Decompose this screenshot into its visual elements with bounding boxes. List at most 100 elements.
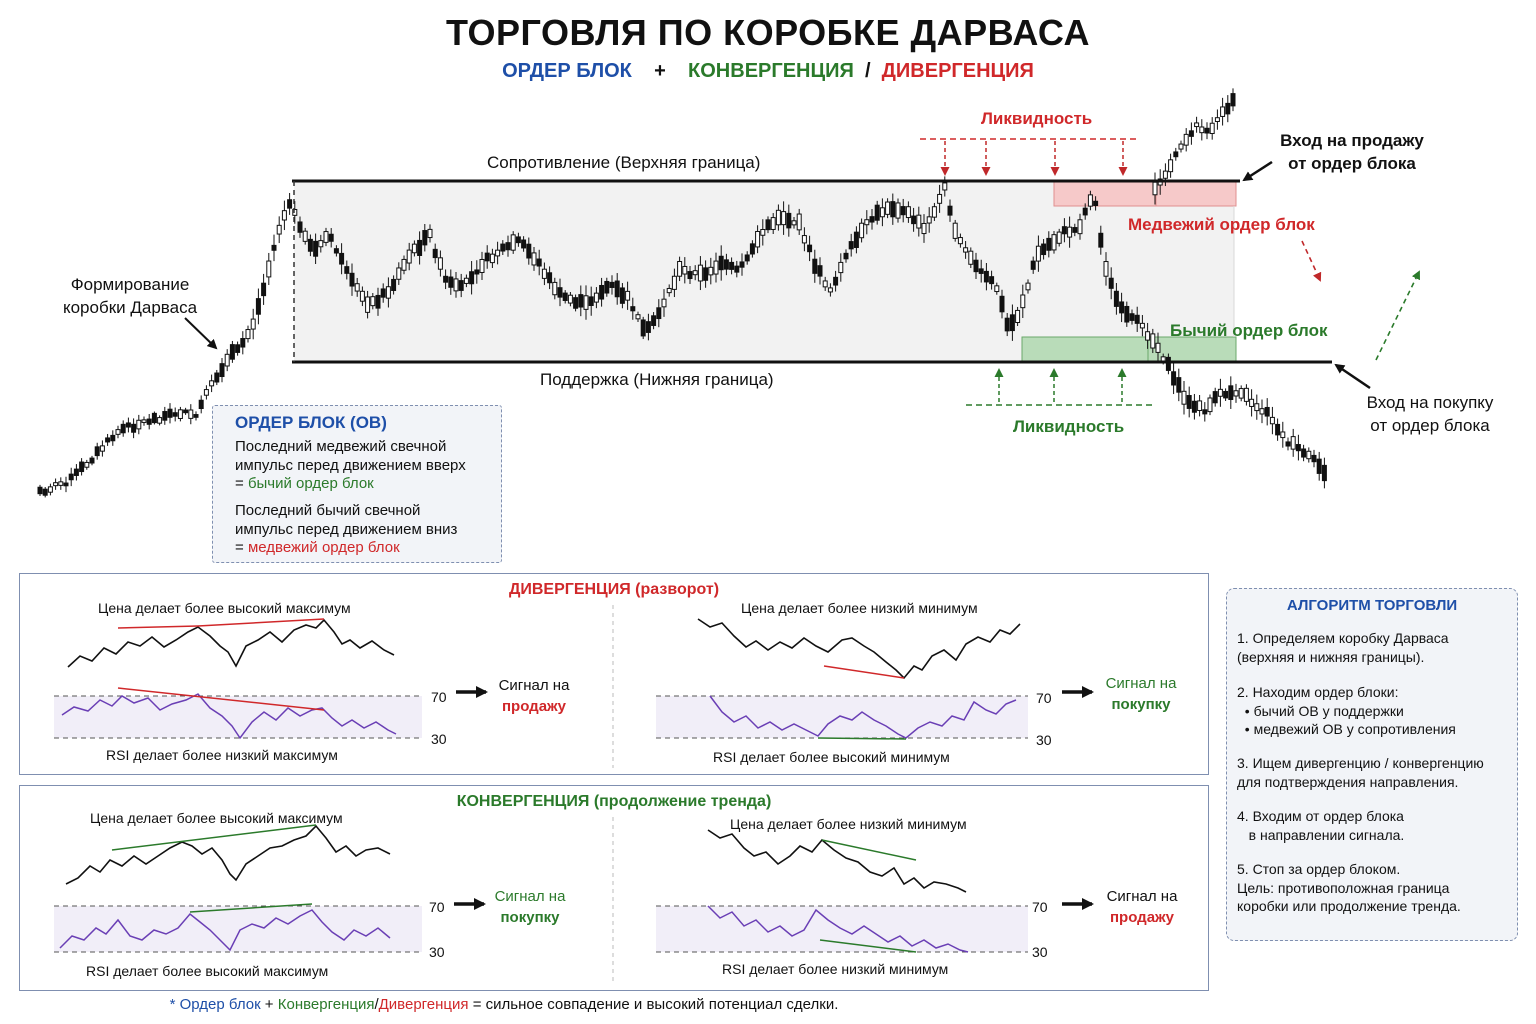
candle-body — [1228, 385, 1234, 400]
candle-body — [505, 242, 511, 251]
candle-body — [1306, 450, 1312, 460]
formation-label: Формирование коробки Дарваса — [40, 273, 220, 319]
footer-rest: = сильное совпадение и высокий потенциал… — [468, 996, 839, 1013]
algorithm-step-5: 5. Стоп за ордер блоком. Цель: противопо… — [1237, 860, 1461, 916]
liquidity-bottom-label: Ликвидность — [1013, 417, 1125, 436]
trading-algorithm-box: АЛГОРИТМ ТОРГОВЛИ 1. Определяем коробку … — [1226, 588, 1518, 941]
candle-body — [671, 275, 677, 290]
candle-body — [869, 216, 875, 223]
candle-body — [401, 258, 407, 271]
candle-body — [775, 209, 781, 226]
candle-body — [1035, 245, 1041, 262]
candle-body — [1009, 314, 1015, 332]
candle-body — [73, 468, 79, 476]
candle-body — [1230, 93, 1236, 107]
ob-line6-prefix: = — [235, 539, 248, 556]
candle-body — [1093, 200, 1099, 206]
candle-body — [687, 271, 693, 280]
bullish-ob-label: Бычий ордер блок — [1170, 321, 1328, 340]
candle-body — [1162, 170, 1168, 179]
candle-body — [437, 257, 443, 270]
candle-body — [619, 287, 625, 304]
candle-body — [1191, 400, 1197, 413]
candle-body — [661, 298, 667, 308]
candle-body — [713, 260, 719, 275]
candle-body — [1243, 387, 1249, 402]
candle-body — [942, 182, 948, 191]
subtitle-plus: + — [654, 60, 666, 82]
div-left-signal-line2: продажу — [501, 698, 567, 715]
candle-body — [209, 380, 215, 387]
algorithm-title: АЛГОРИТМ ТОРГОВЛИ — [1286, 597, 1458, 614]
bearish-ob-label: Медвежий ордер блок — [1128, 215, 1315, 234]
candle-body — [131, 423, 137, 433]
candle-body — [125, 422, 131, 428]
candle-body — [136, 419, 142, 430]
candle-body — [1214, 117, 1220, 122]
candle-body — [677, 260, 683, 277]
candle-body — [879, 207, 885, 218]
candle-body — [1020, 294, 1026, 309]
candle-body — [385, 286, 391, 299]
candle-body — [1098, 232, 1104, 248]
candle-body — [968, 250, 974, 265]
candle-body — [567, 294, 573, 304]
conv-right-rsi-label: RSI делает более низкий минимум — [722, 961, 949, 977]
candle-body — [1217, 388, 1223, 397]
candle-body — [261, 282, 267, 297]
candle-body — [68, 473, 74, 481]
ob-line2: импульс перед движением вверх — [235, 456, 466, 474]
convergence-title: КОНВЕРГЕНЦИЯ (продолжение тренда) — [456, 793, 772, 810]
candle-body — [635, 314, 641, 320]
candle-body — [359, 290, 365, 302]
candle-body — [848, 241, 854, 250]
conv-right-level-high: 70 — [1032, 899, 1048, 915]
candle-body — [323, 231, 329, 243]
candle-body — [905, 206, 911, 219]
candle-body — [931, 206, 937, 218]
candle-body — [755, 230, 761, 248]
candle-body — [864, 219, 870, 226]
candle-body — [302, 230, 308, 242]
candle-body — [307, 238, 313, 252]
conv-left-level-low: 30 — [429, 944, 445, 960]
candle-body — [354, 283, 360, 292]
candle-body — [1186, 395, 1192, 409]
conv-right-rsi-line — [707, 905, 969, 953]
algo-s1b: (верхняя и нижняя границы). — [1237, 648, 1425, 665]
div-left-level-low: 30 — [431, 731, 447, 747]
candle-body — [42, 488, 48, 496]
candle-body — [625, 290, 631, 301]
candle-body — [84, 461, 90, 468]
candle-body — [583, 295, 589, 310]
candle-body — [557, 287, 563, 298]
candle-body — [796, 213, 802, 231]
conv-left-price-line — [65, 824, 391, 885]
support-label: Поддержка (Нижняя граница) — [540, 370, 774, 389]
candle-body — [1004, 317, 1010, 332]
buy-entry-label: Вход на покупку от ордер блока — [1340, 391, 1520, 437]
candle-body — [609, 281, 615, 288]
candle-body — [1249, 398, 1255, 407]
div-right-level-high: 70 — [1036, 690, 1052, 706]
candle-body — [692, 270, 698, 276]
candle-body — [765, 219, 771, 231]
div-right-price-line — [697, 618, 1021, 680]
candle-body — [422, 230, 428, 246]
ob-line3-value: бычий ордер блок — [247, 475, 374, 492]
buy-entry-line1: Вход на покупку — [1366, 393, 1494, 412]
algo-s4a: 4. Входим от ордер блока — [1237, 808, 1404, 824]
candle-body — [578, 294, 584, 308]
candle-body — [115, 429, 121, 435]
candle-body — [739, 261, 745, 268]
divergence-title: ДИВЕРГЕНЦИЯ (разворот) — [508, 581, 720, 598]
sell-entry-line2: от ордер блока — [1288, 154, 1416, 173]
footer-divergence: Дивергенция — [378, 996, 469, 1013]
algo-s4b: в направлении сигнала. — [1248, 826, 1405, 843]
candle-body — [58, 481, 64, 486]
candle-body — [1316, 458, 1322, 474]
candle-body — [250, 318, 256, 330]
algo-s3b: для подтверждения направления. — [1237, 773, 1459, 790]
candle-body — [718, 255, 724, 271]
candle-body — [203, 389, 209, 396]
